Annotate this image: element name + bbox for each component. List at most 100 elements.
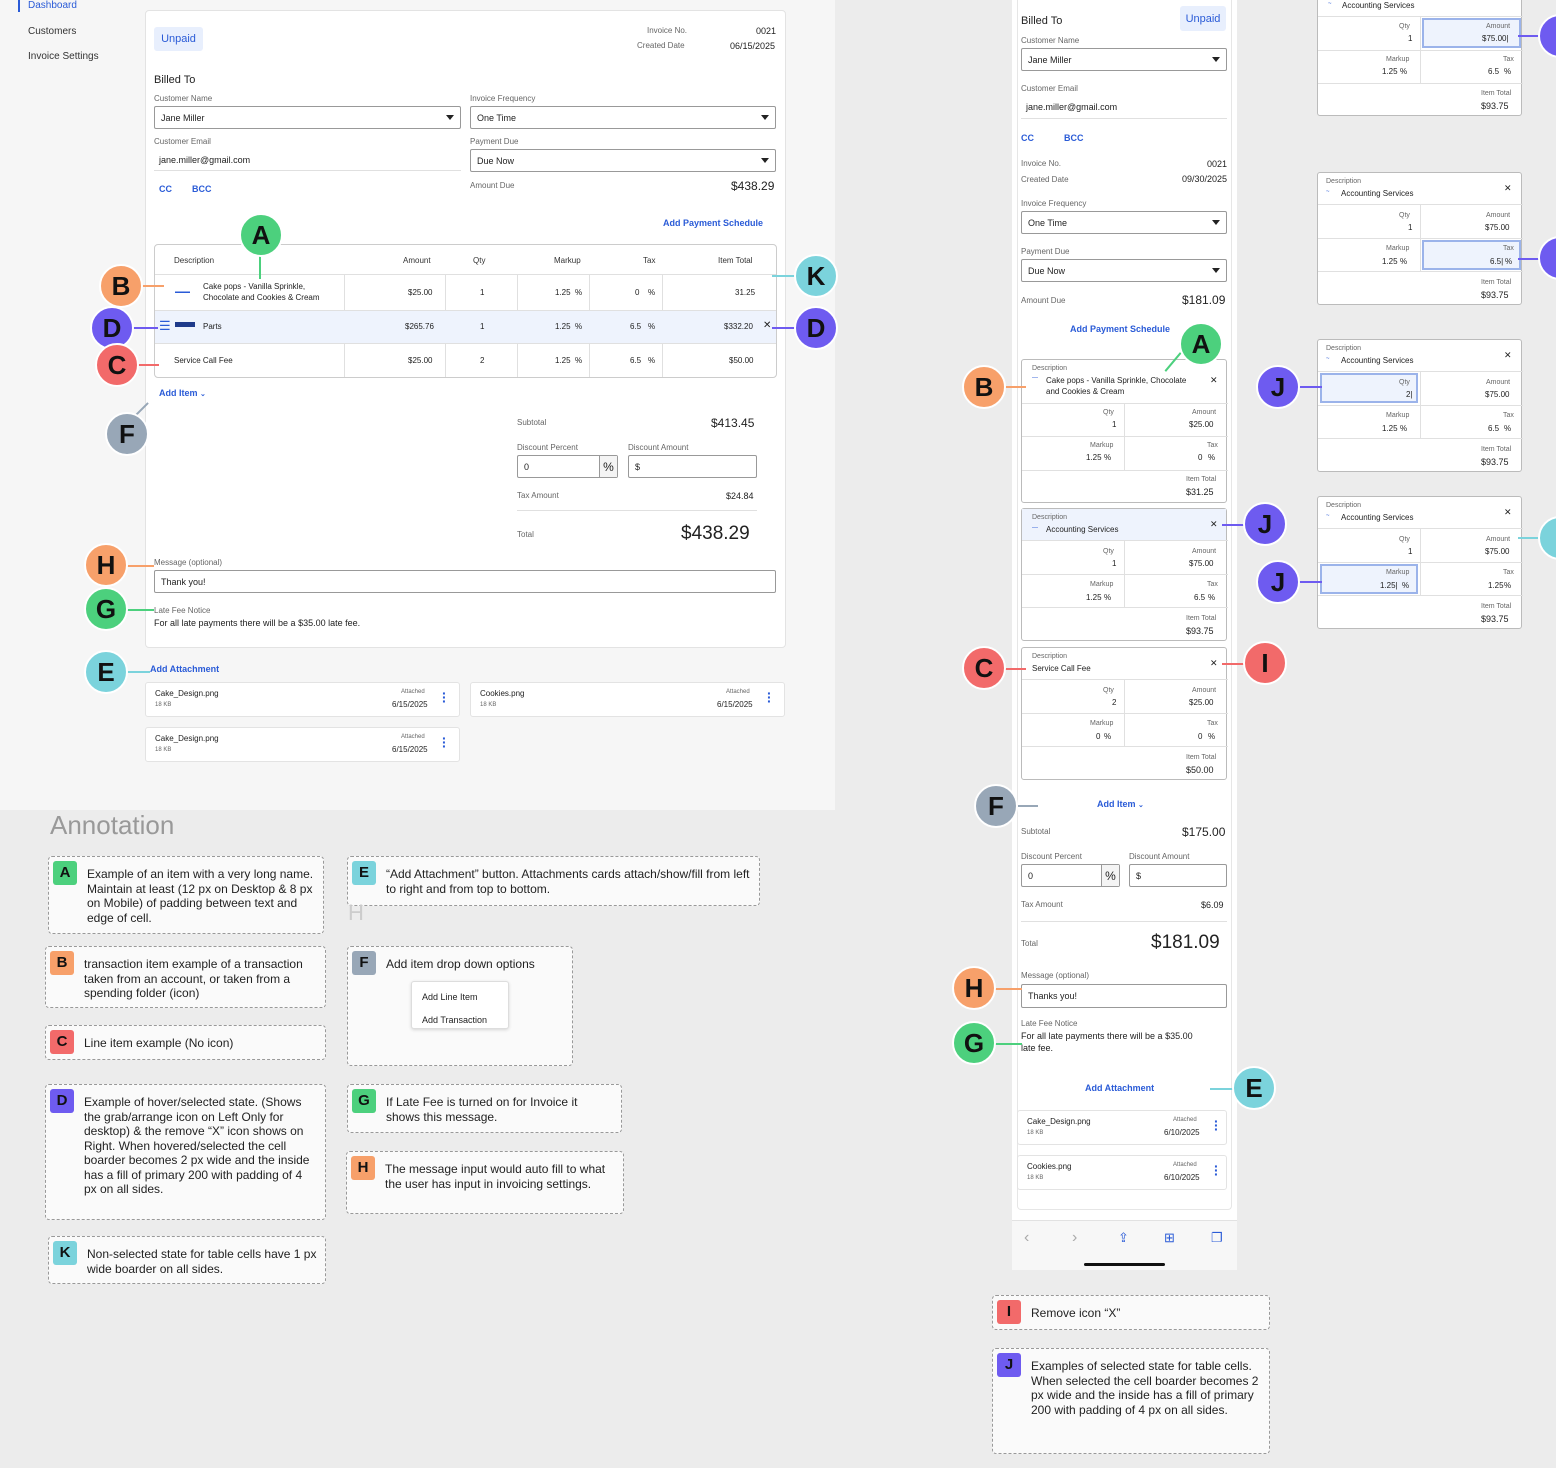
marker-connector <box>1298 386 1322 388</box>
attachment-card[interactable]: Cake_Design.png 18 KB Attached 6/15/2025… <box>145 682 460 717</box>
selected-cell <box>1320 564 1418 594</box>
tabs-icon[interactable]: ❐ <box>1211 1230 1223 1245</box>
frequency-select[interactable]: One Time <box>470 106 776 129</box>
markup-label: Markup <box>1386 412 1410 419</box>
message-value: Thank you! <box>161 576 206 587</box>
divider <box>1124 679 1125 746</box>
row-tax: 6.5 <box>630 356 642 365</box>
selected-cell <box>1320 373 1418 403</box>
drag-handle-icon[interactable]: ☰ <box>159 318 171 333</box>
divider <box>1022 713 1228 714</box>
chevron-down-icon <box>761 158 769 163</box>
bcc-link[interactable]: BCC <box>192 184 212 194</box>
add-payment-schedule-link[interactable]: Add Payment Schedule <box>663 218 764 228</box>
description-label: Description <box>1032 653 1068 660</box>
item-card[interactable]: Description — Cake pops - Vanilla Sprink… <box>1021 359 1228 503</box>
item-card-selected[interactable]: Description — Accounting Services ✕ Qty … <box>1021 508 1228 641</box>
payment-due-select[interactable]: Due Now <box>1021 259 1227 282</box>
tax-amount-label: Tax Amount <box>1021 900 1063 909</box>
share-icon[interactable]: ⇪ <box>1118 1230 1129 1245</box>
close-icon[interactable]: ✕ <box>1210 658 1218 668</box>
close-icon[interactable]: ✕ <box>1210 519 1218 529</box>
side-card-amount-selected[interactable]: ~ Accounting Services Qty 1 Amount $75.0… <box>1317 0 1523 116</box>
attachment-card[interactable]: Cake_Design.png 18 KB Attached 6/10/2025… <box>1017 1110 1227 1145</box>
menu-item-add-line-item[interactable]: Add Line Item <box>422 992 478 1002</box>
row-total: 31.25 <box>735 288 756 297</box>
selected-cell <box>1422 240 1521 270</box>
percent-sign: % <box>575 288 583 297</box>
note-f: F Add item drop down options Add Line Ite… <box>347 946 573 1066</box>
note-g: G If Late Fee is turned on for Invoice it… <box>347 1084 622 1133</box>
nav-item-invoice-settings[interactable]: Invoice Settings <box>28 51 99 62</box>
frequency-select[interactable]: One Time <box>1021 211 1227 234</box>
attachment-card[interactable]: Cookies.png 18 KB Attached 6/10/2025 · · · <box>1017 1155 1227 1190</box>
nav-item-customers[interactable]: Customers <box>28 26 77 37</box>
discount-amount-input[interactable]: $ <box>628 455 757 478</box>
discount-percent-input[interactable]: 0 <box>517 455 618 478</box>
table-row-hovered[interactable]: ☰ ▬▬▬▬ Parts $265.76 1 1.25 % 6.5 % $332… <box>155 311 776 343</box>
message-input[interactable]: Thank you! <box>154 570 776 593</box>
add-payment-schedule-link[interactable]: Add Payment Schedule <box>1070 324 1171 334</box>
percent-sign: % <box>599 456 617 477</box>
store-logo-icon: ▬▬▬▬ <box>175 322 195 327</box>
side-card-qty-selected[interactable]: Description ~ Accounting Services ✕ Qty … <box>1317 339 1523 472</box>
bcc-link[interactable]: BCC <box>1064 133 1084 143</box>
more-vertical-icon[interactable]: · · · <box>1214 1158 1219 1182</box>
nav-item-dashboard[interactable]: Dashboard <box>28 0 77 11</box>
discount-percent-input[interactable]: 0 <box>1021 864 1120 887</box>
attachment-card[interactable]: Cookies.png 18 KB Attached 6/15/2025 · · · <box>470 682 785 717</box>
customer-name-select[interactable]: Jane Miller <box>154 106 461 129</box>
close-icon[interactable]: ✕ <box>1504 507 1512 517</box>
add-attachment-button[interactable]: Add Attachment <box>1085 1083 1155 1093</box>
attachment-card[interactable]: Cake_Design.png 18 KB Attached 6/15/2025… <box>145 727 460 762</box>
percent-sign: % <box>1104 593 1112 602</box>
item-total-label: Item Total <box>1481 279 1512 286</box>
discount-amount-label: Discount Amount <box>628 443 689 452</box>
side-card-tax-selected[interactable]: Description ~ Accounting Services ✕ Qty … <box>1317 172 1523 305</box>
item-card[interactable]: Description Service Call Fee ✕ Qty 2 Amo… <box>1021 647 1228 780</box>
note-tag: F <box>352 951 376 975</box>
payment-due-select[interactable]: Due Now <box>470 149 776 172</box>
customer-name-label: Customer Name <box>154 94 213 103</box>
close-icon[interactable]: ✕ <box>1210 375 1218 385</box>
add-item-dropdown[interactable]: Add Item ⌄ <box>159 388 206 398</box>
qty-label: Qty <box>1103 548 1114 555</box>
percent-sign: % <box>1504 67 1512 76</box>
forward-icon[interactable]: › <box>1072 1229 1078 1246</box>
row-qty: 1 <box>480 322 485 331</box>
close-icon[interactable]: ✕ <box>763 320 772 331</box>
discount-amount-label: Discount Amount <box>1129 852 1190 861</box>
divider <box>1318 50 1523 51</box>
close-icon[interactable]: ✕ <box>1504 183 1512 193</box>
message-input[interactable]: Thanks you! <box>1021 984 1227 1008</box>
bookmarks-icon[interactable]: ⊞ <box>1164 1230 1175 1245</box>
email-value[interactable]: jane.miller@gmail.com <box>159 155 251 165</box>
amount-label: Amount <box>1486 23 1511 30</box>
cc-link[interactable]: CC <box>1021 133 1034 143</box>
marker-c: C <box>962 646 1006 690</box>
customer-name-select[interactable]: Jane Miller <box>1021 48 1227 71</box>
more-vertical-icon[interactable]: · · · <box>442 730 447 754</box>
more-vertical-icon[interactable]: · · · <box>442 685 447 709</box>
back-icon[interactable]: ‹ <box>1024 1229 1030 1246</box>
discount-amount-input[interactable]: $ <box>1129 864 1227 887</box>
close-icon[interactable]: ✕ <box>1504 350 1512 360</box>
percent-sign: % <box>1208 732 1216 741</box>
divider <box>1318 595 1523 596</box>
cc-link[interactable]: CC <box>159 184 172 194</box>
amount-label: Amount <box>1192 687 1217 694</box>
discount-amount-value: $ <box>635 461 641 472</box>
percent-sign: % <box>1400 67 1408 76</box>
note-text: Add item drop down options <box>386 957 535 971</box>
note-tag: B <box>50 951 74 975</box>
divider <box>1318 438 1523 439</box>
row-tax: 0 <box>635 288 640 297</box>
menu-item-add-transaction[interactable]: Add Transaction <box>422 1015 488 1025</box>
email-value[interactable]: jane.miller@gmail.com <box>1026 102 1118 112</box>
more-vertical-icon[interactable]: · · · <box>1214 1113 1219 1137</box>
more-vertical-icon[interactable]: · · · <box>767 685 772 709</box>
marker-e: E <box>84 650 128 694</box>
add-attachment-button[interactable]: Add Attachment <box>150 664 220 674</box>
side-card-markup-selected[interactable]: Description ~ Accounting Services ✕ Qty … <box>1317 496 1523 629</box>
add-item-dropdown[interactable]: Add Item ⌄ <box>1097 799 1144 809</box>
